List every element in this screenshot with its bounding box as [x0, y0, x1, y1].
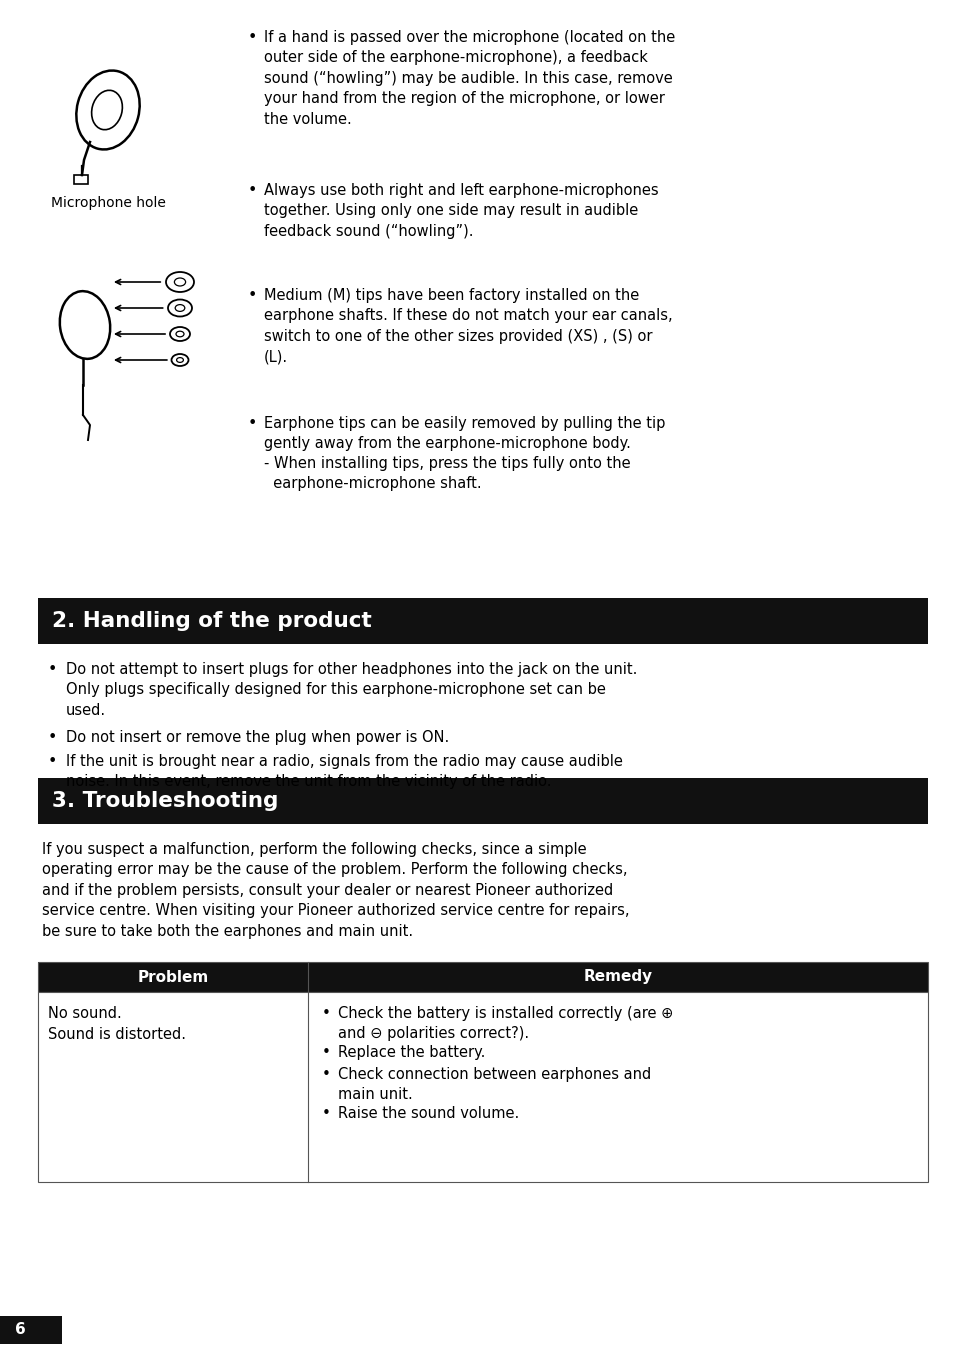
Text: Raise the sound volume.: Raise the sound volume. [337, 1106, 518, 1121]
Text: If a hand is passed over the microphone (located on the
outer side of the earpho: If a hand is passed over the microphone … [264, 30, 675, 127]
Text: 3. Troubleshooting: 3. Troubleshooting [52, 790, 278, 811]
Text: •: • [248, 416, 257, 431]
Text: Problem: Problem [137, 970, 209, 985]
Bar [38, 598, 927, 644]
Bar [74, 176, 88, 184]
Text: Check the battery is installed correctly (are ⊕
and ⊖ polarities correct?).: Check the battery is installed correctly… [337, 1006, 673, 1040]
Text: Do not insert or remove the plug when power is ON.: Do not insert or remove the plug when po… [66, 730, 449, 744]
Text: •: • [248, 182, 257, 199]
Text: Earphone tips can be easily removed by pulling the tip
gently away from the earp: Earphone tips can be easily removed by p… [264, 416, 664, 451]
Bar [0, 1316, 62, 1344]
Text: Always use both right and left earphone-microphones
together. Using only one sid: Always use both right and left earphone-… [264, 182, 658, 239]
Text: Replace the battery.: Replace the battery. [337, 1046, 485, 1061]
Text: Medium (M) tips have been factory installed on the
earphone shafts. If these do : Medium (M) tips have been factory instal… [264, 288, 672, 365]
Text: Check connection between earphones and
main unit.: Check connection between earphones and m… [337, 1067, 651, 1102]
Bar [38, 962, 927, 992]
Text: •: • [48, 662, 57, 677]
Text: No sound.
Sound is distorted.: No sound. Sound is distorted. [48, 1006, 186, 1042]
Text: •: • [322, 1106, 331, 1121]
Bar [38, 992, 927, 1182]
Text: 6: 6 [14, 1323, 26, 1337]
Text: Remedy: Remedy [583, 970, 652, 985]
Text: •: • [322, 1006, 331, 1021]
Text: •: • [248, 30, 257, 45]
Text: •: • [48, 730, 57, 744]
Bar [38, 778, 927, 824]
Bar [38, 962, 927, 992]
Text: •: • [248, 288, 257, 303]
Text: •: • [322, 1046, 331, 1061]
Text: If the unit is brought near a radio, signals from the radio may cause audible
no: If the unit is brought near a radio, sig… [66, 754, 622, 789]
Text: •: • [48, 754, 57, 769]
Text: If you suspect a malfunction, perform the following checks, since a simple
opera: If you suspect a malfunction, perform th… [42, 842, 629, 939]
Text: Do not attempt to insert plugs for other headphones into the jack on the unit.
O: Do not attempt to insert plugs for other… [66, 662, 637, 717]
Text: 2. Handling of the product: 2. Handling of the product [52, 611, 372, 631]
Text: Microphone hole: Microphone hole [51, 196, 165, 209]
Text: - When installing tips, press the tips fully onto the
  earphone-microphone shaf: - When installing tips, press the tips f… [264, 457, 630, 492]
Text: •: • [322, 1067, 331, 1082]
